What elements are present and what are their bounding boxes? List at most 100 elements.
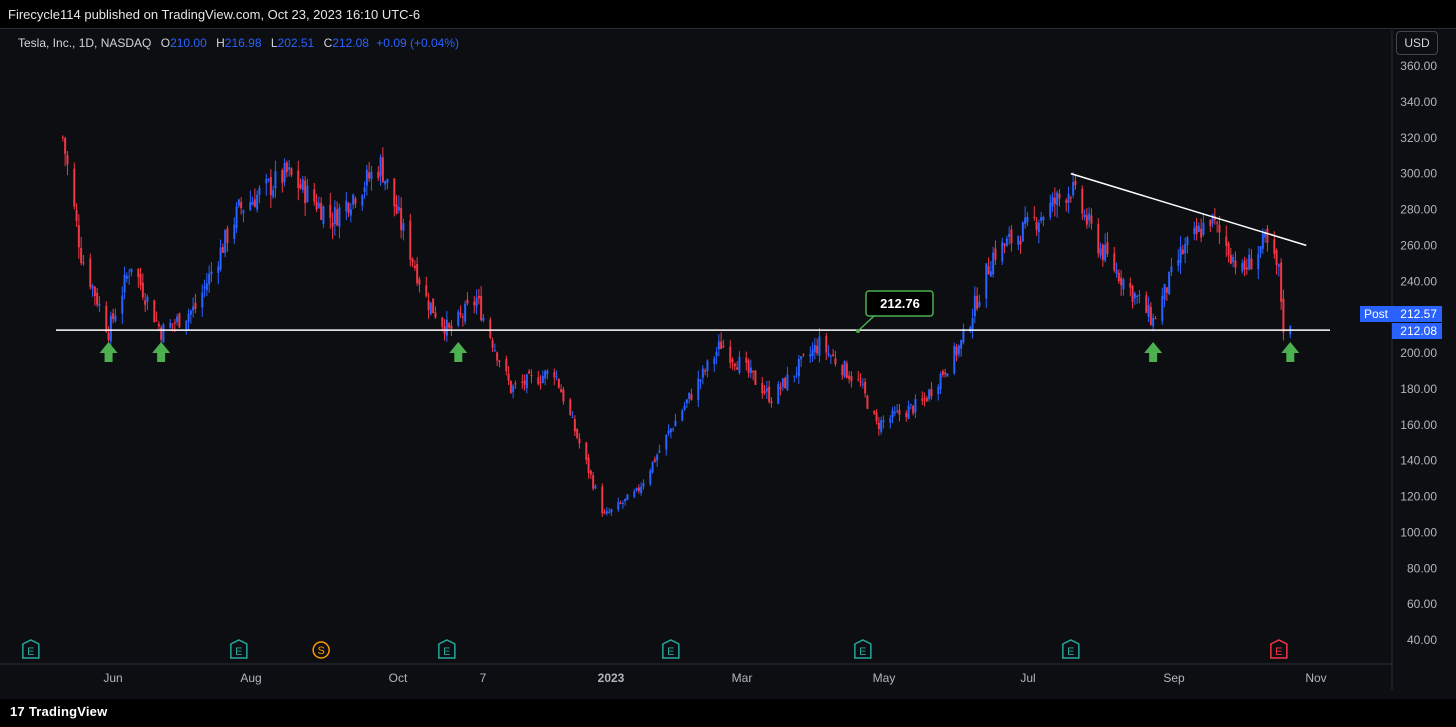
- candle: [317, 196, 320, 209]
- candle-body: [233, 224, 236, 239]
- candle: [642, 479, 645, 490]
- candle: [1181, 244, 1184, 255]
- top-bar: Firecycle114 published on TradingView.co…: [0, 0, 1456, 28]
- candle-body: [1131, 285, 1134, 302]
- symbol-legend: Tesla, Inc., 1D, NASDAQ O210.00 H216.98 …: [18, 36, 459, 50]
- candle-body: [1088, 213, 1091, 221]
- candle-body: [1245, 267, 1248, 270]
- candle: [717, 334, 720, 357]
- x-tick-label: Aug: [240, 671, 261, 685]
- candle: [477, 288, 480, 305]
- candle-body: [681, 410, 684, 421]
- candle: [1232, 254, 1235, 268]
- candle: [512, 384, 515, 399]
- candle-body: [653, 459, 656, 462]
- candle-body: [349, 209, 352, 216]
- candle-body: [969, 327, 972, 332]
- candle: [345, 191, 348, 221]
- candle: [304, 176, 307, 216]
- earnings-shape: [1270, 639, 1288, 659]
- candle-body: [1099, 248, 1102, 256]
- candle-body: [621, 503, 624, 505]
- candle: [109, 311, 112, 347]
- candle: [813, 337, 816, 360]
- candle-body: [290, 168, 293, 176]
- candle-body: [265, 178, 268, 184]
- candle-body: [418, 279, 421, 285]
- candle: [441, 316, 444, 332]
- candle: [733, 362, 736, 371]
- candle: [1202, 213, 1205, 237]
- candle: [973, 286, 976, 324]
- candle-body: [434, 312, 437, 318]
- candle-body: [1195, 225, 1198, 235]
- candle-body: [1083, 214, 1086, 218]
- candle-body: [1225, 236, 1228, 246]
- candle-body: [1120, 277, 1123, 286]
- candle-body: [669, 428, 672, 433]
- candle-body: [624, 498, 627, 502]
- candle-body: [226, 228, 229, 243]
- candle-body: [1067, 193, 1070, 203]
- split-circle: [312, 641, 330, 659]
- candle: [208, 265, 211, 293]
- candle: [201, 284, 204, 317]
- candle: [745, 351, 748, 371]
- candle-body: [333, 207, 336, 225]
- candle: [987, 257, 990, 275]
- candle: [939, 371, 942, 395]
- candle: [73, 162, 76, 210]
- candle-body: [587, 457, 590, 473]
- candle-body: [637, 487, 640, 491]
- candle-body: [971, 318, 974, 329]
- candle: [957, 344, 960, 358]
- candle-body: [1232, 256, 1235, 263]
- candle: [674, 413, 677, 427]
- candle: [829, 354, 832, 365]
- tradingview-logo[interactable]: 17 TradingView: [10, 704, 107, 719]
- candle-body: [937, 386, 940, 395]
- earnings-shape: [230, 639, 248, 659]
- candle: [731, 357, 734, 370]
- candle: [1097, 218, 1100, 258]
- candle: [601, 483, 604, 517]
- candle-body: [992, 252, 995, 275]
- candle-body: [1090, 215, 1093, 224]
- arrow-up-icon: [1144, 342, 1163, 362]
- candle: [912, 404, 915, 416]
- candle-body: [347, 203, 350, 213]
- chart-area[interactable]: [0, 28, 1456, 700]
- candle: [160, 325, 163, 343]
- candle-body: [1053, 197, 1056, 204]
- candle: [605, 507, 608, 516]
- candle: [146, 294, 149, 311]
- candle-body: [393, 178, 396, 207]
- candle: [82, 254, 85, 266]
- candle-body: [864, 382, 867, 394]
- candle-body: [1051, 196, 1054, 207]
- candle-body: [1115, 269, 1118, 275]
- candle-body: [336, 209, 339, 226]
- candle-body: [713, 358, 716, 364]
- change-value: +0.09 (+0.04%): [376, 36, 460, 50]
- candle-body: [546, 370, 549, 375]
- candle: [1250, 249, 1253, 270]
- candle: [96, 287, 99, 308]
- candle-body: [752, 370, 755, 373]
- candle: [395, 194, 398, 215]
- candle-body: [395, 204, 398, 214]
- candle: [621, 500, 624, 509]
- candle: [761, 377, 764, 400]
- candle-body: [317, 202, 320, 208]
- currency-button[interactable]: USD: [1396, 31, 1438, 55]
- candle: [525, 373, 528, 394]
- earnings-shape: [662, 639, 680, 659]
- candle-body: [1145, 295, 1148, 313]
- candle-body: [633, 491, 636, 497]
- candle: [1122, 277, 1125, 296]
- candle-body: [1275, 249, 1278, 265]
- earnings-icon: E: [438, 639, 456, 659]
- candle: [752, 370, 755, 381]
- candle: [898, 404, 901, 422]
